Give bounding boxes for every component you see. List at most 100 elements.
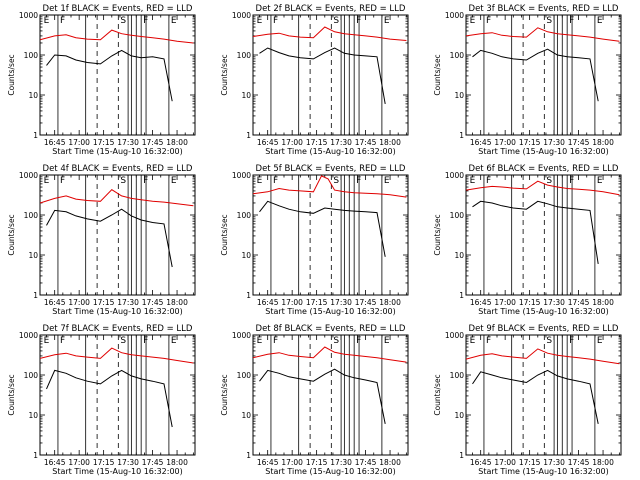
x-axis-label: Start Time (15-Aug-10 16:32:00) [265,307,396,316]
event-marker-label: F [356,336,361,346]
y-tick-label: 100 [237,51,252,60]
x-tick-label: 17:15 [306,298,328,307]
event-marker-label: F [60,16,65,26]
y-tick-label: 1 [459,291,464,300]
y-tick-label: 1000 [19,171,38,180]
x-tick-label: 17:00 [494,298,516,307]
event-marker-label: S [546,336,552,346]
event-marker-label: E [470,16,476,26]
x-tick-label: 17:30 [117,298,139,307]
event-marker-label: F [273,16,278,26]
x-tick-label: 17:30 [330,138,352,147]
event-marker-label: S [333,16,339,26]
chart-title: Det 3f BLACK = Events, RED = LLD [469,4,619,14]
x-tick-label: 18:00 [166,298,188,307]
series-line-lld [253,346,407,363]
series-line-events [472,200,599,264]
y-tick-label: 10 [454,91,464,100]
event-marker-label: F [569,336,574,346]
event-marker-label: E [44,176,50,186]
event-marker-label: E [597,176,603,186]
y-axis-label: Counts/sec [433,214,442,255]
x-tick-label: 17:45 [142,298,164,307]
y-tick-label: 10 [28,251,38,260]
y-tick-label: 10 [28,411,38,420]
event-marker-label: S [546,176,552,186]
y-axis-label: Counts/sec [7,54,16,95]
plot-frame [465,174,622,296]
plot-frame [39,14,196,136]
y-tick-label: 1000 [445,331,464,340]
y-tick-label: 100 [450,51,465,60]
x-tick-label: 17:15 [519,298,541,307]
x-axis-label: Start Time (15-Aug-10 16:32:00) [52,147,183,156]
plot-frame [465,14,622,136]
event-marker-label: F [356,16,361,26]
event-marker-label: F [143,336,148,346]
x-tick-label: 17:30 [330,458,352,467]
event-marker-label: F [486,16,491,26]
series-line-lld [40,347,194,364]
x-tick-label: 17:15 [306,458,328,467]
chart-panel-3: Det 3f BLACK = Events, RED = LLD 1 10 100 10… [433,4,622,156]
x-tick-label: 17:45 [355,138,377,147]
x-axis-label: Start Time (15-Aug-10 16:32:00) [265,147,396,156]
x-tick-label: 18:00 [379,298,401,307]
x-tick-label: 17:45 [568,298,590,307]
series-line-lld [466,27,620,42]
event-marker-label: E [171,16,177,26]
series-line-events [472,369,599,425]
x-tick-label: 17:15 [519,458,541,467]
y-tick-label: 10 [454,411,464,420]
event-marker-label: E [384,16,390,26]
event-marker-label: F [273,176,278,186]
y-tick-label: 100 [24,211,39,220]
x-tick-label: 17:30 [543,298,565,307]
event-marker-label: E [171,176,177,186]
series-line-lld [40,189,194,207]
event-marker-label: E [44,16,50,26]
x-tick-label: 17:00 [281,298,303,307]
x-tick-label: 17:30 [543,138,565,147]
x-tick-label: 17:00 [68,458,90,467]
y-tick-label: 1 [246,291,251,300]
event-marker-label: F [486,176,491,186]
event-marker-label: F [143,176,148,186]
event-marker-label: E [470,336,476,346]
plot-frame [252,14,409,136]
event-marker-label: E [171,336,177,346]
event-marker-label: F [486,336,491,346]
x-tick-label: 17:00 [68,298,90,307]
x-tick-label: 17:45 [355,298,377,307]
chart-panel-6: Det 6f BLACK = Events, RED = LLD 1 10 100 10… [433,164,622,316]
y-tick-label: 10 [241,251,251,260]
y-tick-label: 1 [33,291,38,300]
chart-title: Det 7f BLACK = Events, RED = LLD [43,324,193,334]
series-line-events [259,200,386,257]
plot-frame [252,334,409,456]
event-marker-label: F [356,176,361,186]
x-tick-label: 17:15 [93,458,115,467]
y-tick-label: 1 [33,451,38,460]
x-axis-label: Start Time (15-Aug-10 16:32:00) [478,147,609,156]
y-axis-label: Counts/sec [220,214,229,255]
x-tick-label: 18:00 [379,138,401,147]
y-tick-label: 100 [237,211,252,220]
y-tick-label: 1000 [445,11,464,20]
chart-panel-5: Det 5f BLACK = Events, RED = LLD 1 10 100 10… [220,164,409,316]
event-marker-label: F [569,176,574,186]
event-marker-label: F [143,16,148,26]
series-line-lld [40,29,194,44]
event-marker-label: E [384,176,390,186]
x-tick-label: 17:15 [93,138,115,147]
x-axis-label: Start Time (15-Aug-10 16:32:00) [478,467,609,476]
x-tick-label: 17:15 [93,298,115,307]
event-marker-label: E [257,16,263,26]
series-line-events [46,49,173,102]
y-tick-label: 1 [33,131,38,140]
event-marker-label: E [470,176,476,186]
x-tick-label: 16:45 [257,138,279,147]
y-tick-label: 1 [459,131,464,140]
chart-panel-8: Det 8f BLACK = Events, RED = LLD 1 10 100 10… [220,324,409,476]
